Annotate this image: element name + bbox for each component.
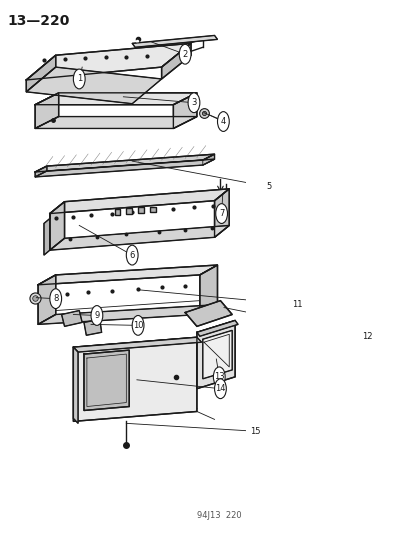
Text: 15: 15 — [250, 427, 260, 436]
Circle shape — [213, 367, 225, 387]
Polygon shape — [202, 330, 232, 379]
Text: 12: 12 — [361, 332, 372, 341]
Polygon shape — [38, 304, 217, 325]
Text: 8: 8 — [53, 294, 58, 303]
Polygon shape — [44, 214, 50, 255]
Polygon shape — [35, 93, 197, 104]
Circle shape — [132, 316, 144, 335]
Polygon shape — [114, 209, 120, 215]
Text: 6: 6 — [129, 251, 135, 260]
Polygon shape — [202, 154, 214, 165]
Polygon shape — [197, 320, 237, 336]
Text: 2: 2 — [182, 50, 188, 59]
Polygon shape — [73, 337, 201, 352]
Circle shape — [214, 379, 226, 399]
Polygon shape — [50, 189, 229, 214]
Polygon shape — [150, 206, 155, 213]
Polygon shape — [50, 225, 229, 250]
Polygon shape — [26, 67, 161, 104]
Polygon shape — [50, 201, 64, 250]
Circle shape — [126, 245, 138, 265]
Text: 13—220: 13—220 — [7, 14, 70, 28]
Circle shape — [263, 177, 275, 197]
Text: 14: 14 — [215, 384, 225, 393]
Circle shape — [215, 204, 227, 223]
Polygon shape — [199, 265, 217, 314]
Text: 13: 13 — [214, 373, 224, 381]
Polygon shape — [35, 166, 47, 177]
Polygon shape — [62, 311, 82, 326]
Polygon shape — [197, 320, 235, 389]
Text: 3: 3 — [191, 98, 196, 107]
Polygon shape — [26, 43, 190, 80]
Polygon shape — [73, 337, 197, 422]
Polygon shape — [173, 93, 197, 128]
Text: 4: 4 — [220, 117, 225, 126]
Polygon shape — [126, 208, 132, 214]
Polygon shape — [138, 207, 144, 213]
Circle shape — [217, 111, 229, 132]
Polygon shape — [84, 319, 101, 335]
Circle shape — [361, 326, 373, 346]
Circle shape — [73, 69, 85, 89]
Text: 11: 11 — [291, 300, 301, 309]
Polygon shape — [132, 35, 217, 47]
Text: 7: 7 — [218, 209, 224, 218]
Circle shape — [50, 289, 62, 309]
Text: 10: 10 — [133, 321, 143, 330]
Polygon shape — [35, 154, 214, 172]
Text: 94J13  220: 94J13 220 — [197, 511, 241, 520]
Circle shape — [249, 422, 261, 441]
Text: 9: 9 — [94, 311, 99, 320]
Polygon shape — [35, 93, 59, 128]
Polygon shape — [84, 350, 129, 410]
Polygon shape — [35, 117, 197, 128]
Polygon shape — [214, 189, 229, 237]
Polygon shape — [73, 347, 78, 423]
Polygon shape — [185, 301, 232, 326]
Polygon shape — [38, 265, 217, 285]
Circle shape — [179, 44, 190, 64]
Polygon shape — [26, 55, 56, 92]
Text: 1: 1 — [76, 75, 82, 84]
Polygon shape — [38, 275, 56, 325]
Text: 5: 5 — [266, 182, 271, 191]
Polygon shape — [35, 159, 214, 177]
Circle shape — [91, 305, 102, 325]
Circle shape — [290, 295, 302, 314]
Circle shape — [188, 93, 199, 112]
Polygon shape — [161, 43, 190, 79]
